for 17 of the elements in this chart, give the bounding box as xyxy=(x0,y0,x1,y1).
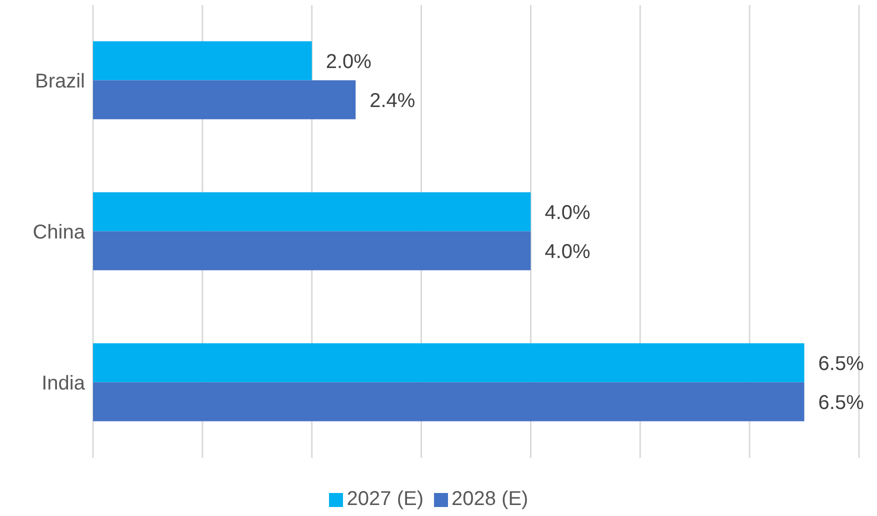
bar xyxy=(93,41,312,80)
bar xyxy=(93,192,531,232)
legend-label: 2028 (E) xyxy=(452,488,528,510)
bar xyxy=(93,343,804,382)
bar xyxy=(93,80,356,120)
y-tick-label: Brazil xyxy=(34,70,85,93)
data-label: 2.0% xyxy=(326,50,372,73)
data-label: 4.0% xyxy=(544,202,591,224)
bar xyxy=(93,231,531,270)
bar xyxy=(93,382,804,422)
y-tick-label: China xyxy=(32,222,86,244)
legend-label: 2027 (E) xyxy=(346,488,424,510)
data-label: 6.5% xyxy=(818,352,864,375)
data-label: 6.5% xyxy=(818,392,864,414)
data-label: 4.0% xyxy=(544,240,591,263)
data-label: 2.4% xyxy=(370,90,416,112)
y-tick-label: India xyxy=(42,372,86,395)
